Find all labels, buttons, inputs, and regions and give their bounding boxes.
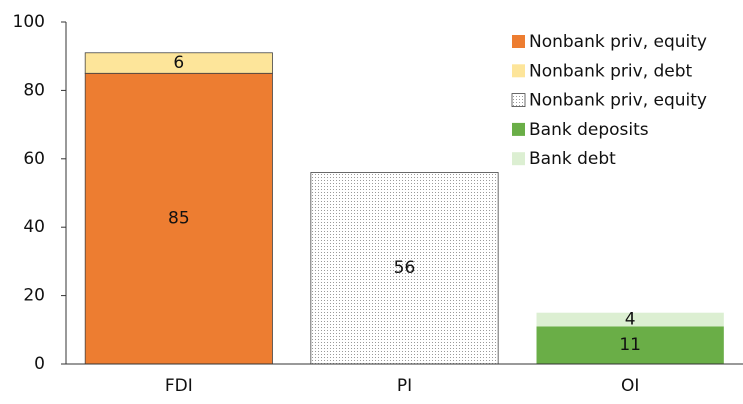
bar-segment: [84, 72, 273, 365]
x-tick-label: OI: [621, 376, 639, 396]
y-tick-label: 20: [23, 286, 45, 306]
data-label: 85: [168, 209, 190, 229]
bar-segment: [536, 312, 724, 327]
bar-segment: [536, 326, 724, 364]
legend-label: Bank deposits: [529, 120, 649, 140]
y-tick-label: 80: [23, 80, 45, 100]
legend-label: Bank debt: [529, 149, 616, 169]
legend-swatch: [512, 64, 525, 78]
y-tick-label: 40: [23, 217, 45, 237]
legend-label: Nonbank priv, equity: [529, 32, 707, 52]
x-tick-label: PI: [397, 376, 412, 396]
data-label: 56: [394, 258, 416, 278]
data-label: 6: [173, 53, 184, 73]
data-label: 11: [619, 335, 641, 355]
legend-swatch: [512, 122, 525, 136]
data-label: 4: [625, 310, 636, 330]
y-tick-label: 60: [23, 149, 45, 169]
legend-swatch: [512, 35, 525, 48]
bar-segment: [84, 52, 273, 74]
y-tick-label: 0: [34, 354, 45, 374]
legend-label: Nonbank priv, equity: [529, 91, 707, 111]
y-tick-label: 100: [13, 12, 45, 32]
legend-label: Nonbank priv, debt: [529, 61, 693, 81]
legend-swatch: [512, 152, 525, 166]
x-tick-label: FDI: [165, 376, 193, 396]
legend-swatch: [511, 93, 526, 107]
bar-segment: [310, 172, 499, 365]
